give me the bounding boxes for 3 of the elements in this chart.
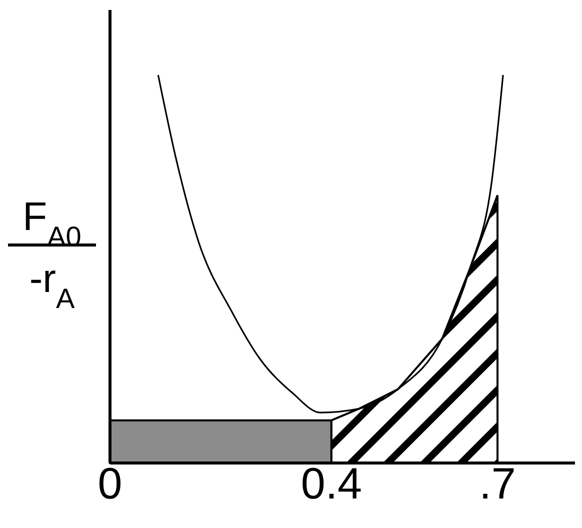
- x-tick-label: .7: [479, 459, 516, 508]
- x-tick-label: 0.4: [300, 459, 362, 508]
- x-tick-label: 0: [98, 459, 122, 508]
